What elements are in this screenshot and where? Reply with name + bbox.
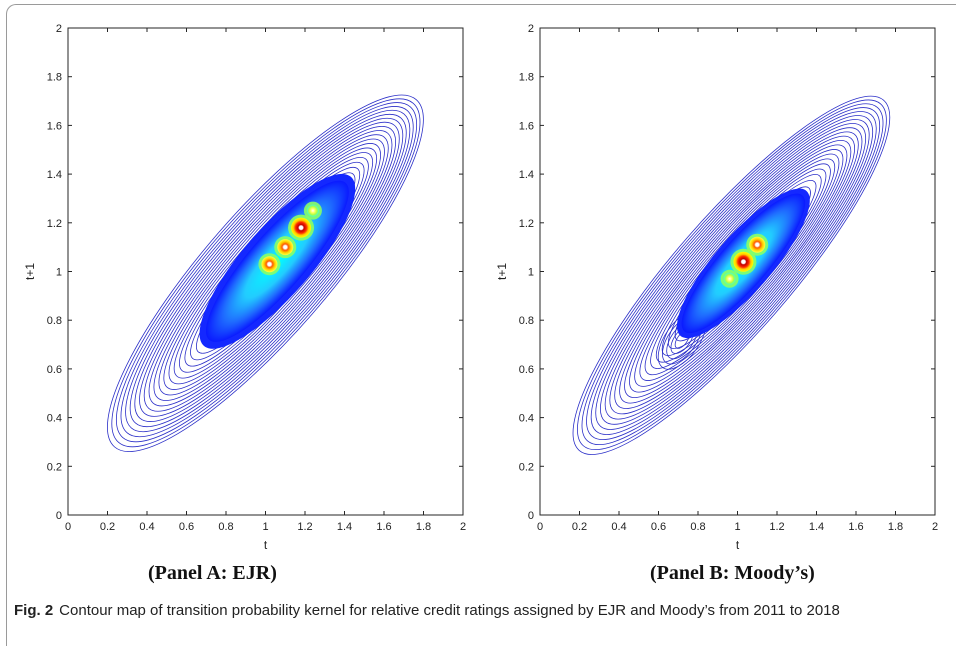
contour-line <box>148 130 393 407</box>
y-tick-label: 1.4 <box>47 169 62 181</box>
x-tick-label: 1.6 <box>848 521 863 533</box>
y-tick-label: 0.8 <box>519 315 534 327</box>
contour-line <box>614 131 859 409</box>
figure-number: Fig. 2 <box>14 602 54 619</box>
density-peak <box>723 272 736 285</box>
x-tick-label: 2 <box>932 521 938 533</box>
x-tick-label: 0.4 <box>139 521 154 533</box>
contour-line <box>158 138 385 396</box>
x-tick-label: 0.8 <box>218 521 233 533</box>
y-tick-label: 0.8 <box>47 315 62 327</box>
density-peak <box>261 256 278 273</box>
y-axis-label: t+1 <box>495 263 509 280</box>
y-tick-label: 0 <box>56 510 62 522</box>
density-peak <box>306 204 319 217</box>
x-tick-label: 1.4 <box>337 521 352 533</box>
y-tick-label: 0.4 <box>47 413 62 425</box>
contour-line <box>129 113 407 428</box>
y-tick-label: 0 <box>528 510 534 522</box>
x-tick-label: 1.2 <box>769 521 784 533</box>
contour-line <box>139 121 400 417</box>
y-tick-label: 1.6 <box>47 120 62 132</box>
contour-line <box>590 111 877 435</box>
x-tick-label: 1 <box>734 521 740 533</box>
density-peak <box>733 251 754 272</box>
contour-line <box>143 125 397 412</box>
x-axis-label: t <box>264 538 268 552</box>
density-peak <box>291 217 312 238</box>
panel-a-chart: 0 0.2 0.4 0.6 0.8 1 1.2 1.4 1.6 1.8 2 0 0.2 0.4 0.6 0.8… <box>23 23 466 552</box>
contour-group <box>107 94 424 452</box>
panel-b-label: (Panel B: Moody’s) <box>650 562 815 584</box>
x-tick-label: 0.6 <box>651 521 666 533</box>
y-tick-label: 1.8 <box>519 72 534 84</box>
x-tick-label: 0 <box>65 521 71 533</box>
panel-b-chart: 0 0.2 0.4 0.6 0.8 1 1.2 1.4 1.6 1.8 2 0 0.2 0.4 0.6 0.8… <box>495 23 938 552</box>
contour-line <box>120 106 414 438</box>
contour-line <box>619 135 856 404</box>
contour-line <box>163 143 381 390</box>
x-tick-label: 1.8 <box>416 521 431 533</box>
contour-line <box>581 103 884 446</box>
y-axis-label: t+1 <box>23 263 37 280</box>
x-tick-label: 0.2 <box>100 521 115 533</box>
density-peak <box>749 236 766 253</box>
contour-line <box>604 123 867 420</box>
x-tick-label: 1.4 <box>809 521 824 533</box>
contour-line <box>577 99 887 451</box>
x-tick-label: 1.6 <box>376 521 391 533</box>
figure-frame <box>6 4 956 646</box>
contour-line <box>107 94 424 452</box>
contour-line <box>572 95 891 455</box>
y-tick-label: 0.2 <box>47 461 62 473</box>
x-tick-label: 0 <box>537 521 543 533</box>
y-tick-label: 2 <box>56 23 62 35</box>
x-tick-label: 0.2 <box>572 521 587 533</box>
y-tick-label: 1.8 <box>47 72 62 84</box>
x-axis-label: t <box>736 538 740 552</box>
panel-a-label: (Panel A: EJR) <box>148 562 277 584</box>
y-tick-label: 0.6 <box>47 364 62 376</box>
contour-line <box>634 149 844 387</box>
contour-line <box>600 119 870 425</box>
y-tick-label: 0.4 <box>519 413 534 425</box>
contour-line <box>153 134 389 401</box>
figure-caption: Fig. 2 Contour map of transition probabil… <box>14 601 944 621</box>
x-tick-label: 1 <box>262 521 268 533</box>
y-tick-label: 1.4 <box>519 169 534 181</box>
x-tick-label: 1.2 <box>297 521 312 533</box>
y-tick-label: 0.2 <box>519 461 534 473</box>
density-peak <box>277 239 294 256</box>
x-tick-label: 0.8 <box>690 521 705 533</box>
y-tick-label: 1.2 <box>519 218 534 230</box>
contour-line <box>586 107 881 441</box>
y-tick-label: 1 <box>528 267 534 279</box>
x-tick-label: 1.8 <box>888 521 903 533</box>
contour-line <box>624 140 852 398</box>
x-tick-label: 0.4 <box>611 521 626 533</box>
contour-line <box>125 109 411 433</box>
caption-text: Contour map of transition probability ke… <box>59 602 840 619</box>
contour-line <box>595 115 874 430</box>
x-tick-label: 2 <box>460 521 466 533</box>
contour-line <box>115 102 418 443</box>
contour-group <box>572 95 891 455</box>
y-tick-label: 1 <box>56 267 62 279</box>
y-tick-label: 1.2 <box>47 218 62 230</box>
contour-line <box>134 117 404 422</box>
contour-line <box>639 153 840 381</box>
y-tick-label: 2 <box>528 23 534 35</box>
y-tick-label: 0.6 <box>519 364 534 376</box>
y-tick-label: 1.6 <box>519 120 534 132</box>
x-tick-label: 0.6 <box>179 521 194 533</box>
contour-line <box>111 98 421 448</box>
contour-line <box>629 144 848 393</box>
contour-line <box>609 127 863 415</box>
